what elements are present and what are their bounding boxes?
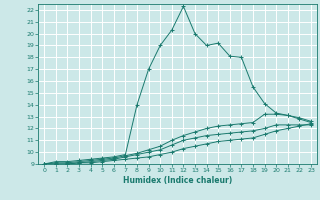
X-axis label: Humidex (Indice chaleur): Humidex (Indice chaleur) — [123, 176, 232, 185]
